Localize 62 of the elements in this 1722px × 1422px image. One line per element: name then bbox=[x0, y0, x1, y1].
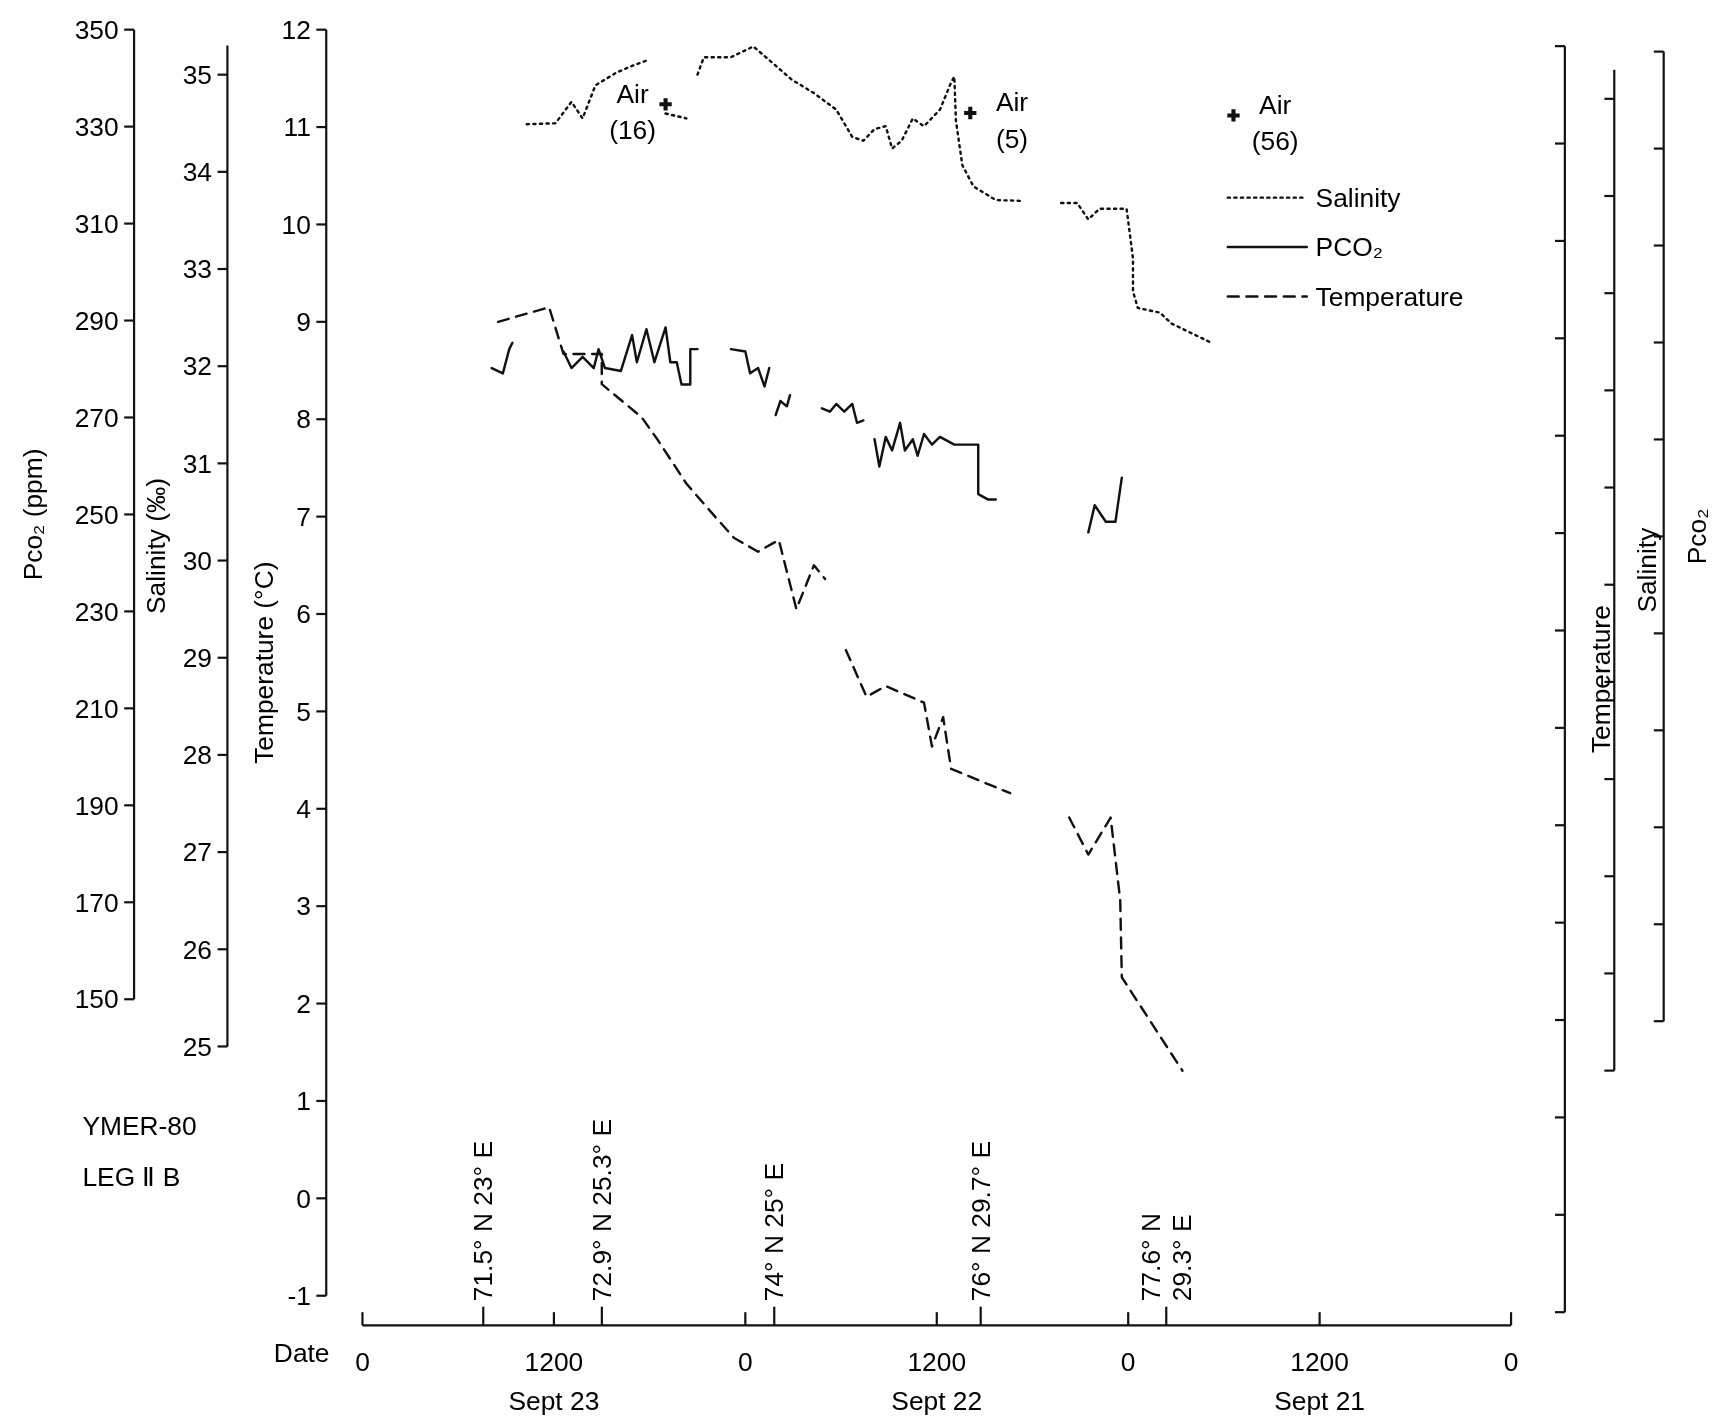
y3-tick-label: 29 bbox=[182, 642, 213, 673]
y-tick-label: 11 bbox=[283, 112, 311, 143]
text: Temperature bbox=[1586, 605, 1617, 754]
y-tick-label: 3 bbox=[296, 891, 311, 922]
y3-tick-label: 25 bbox=[182, 1031, 213, 1062]
legend-label: Temperature bbox=[1315, 281, 1464, 312]
text: YMER-80 LEG Ⅱ B bbox=[82, 1110, 197, 1193]
y-tick-label: 2 bbox=[296, 988, 311, 1019]
annotation: 77.6° N 29.3° E bbox=[1136, 1213, 1197, 1302]
y-tick-label: 9 bbox=[296, 307, 311, 338]
y-tick-label: 0 bbox=[296, 1183, 311, 1214]
y2-tick-label: 210 bbox=[74, 693, 119, 724]
y2-tick-label: 290 bbox=[74, 305, 119, 336]
text: Pco₂ bbox=[1681, 508, 1712, 565]
x-tick-label: 1200 Sept 22 bbox=[891, 1346, 983, 1417]
y-tick-label: 5 bbox=[296, 696, 311, 727]
annotation: 72.9° N 25.3° E bbox=[587, 1119, 618, 1302]
y2-tick-label: 150 bbox=[74, 984, 119, 1015]
y-axis-title: Temperature (°C) bbox=[248, 561, 279, 764]
y3-tick-label: 28 bbox=[182, 740, 213, 771]
annotation: Air (5) bbox=[995, 87, 1029, 154]
y2-tick-label: 330 bbox=[74, 111, 119, 142]
y3-tick-label: 34 bbox=[182, 157, 213, 188]
y3-tick-label: 30 bbox=[182, 545, 213, 576]
y2-tick-label: 270 bbox=[74, 402, 119, 433]
y3-tick-label: 33 bbox=[182, 254, 213, 285]
y3-tick-label: 26 bbox=[182, 934, 213, 965]
y2-tick-label: 350 bbox=[74, 14, 119, 45]
y2-tick-label: 310 bbox=[74, 208, 119, 239]
y2-tick-label: 230 bbox=[74, 596, 119, 627]
y3-tick-label: 27 bbox=[182, 837, 213, 868]
y3-axis-title: Salinity (‰) bbox=[141, 477, 172, 615]
y2-axis-title: Pco₂ (ppm) bbox=[18, 448, 49, 581]
x-tick-label: 0 bbox=[738, 1346, 753, 1377]
x-tick-label: 0 bbox=[1503, 1346, 1519, 1377]
x-tick-label: 0 bbox=[355, 1346, 370, 1377]
y-tick-label: 6 bbox=[296, 599, 311, 630]
y-tick-label: 12 bbox=[281, 14, 311, 45]
annotation: Air (16) bbox=[609, 78, 657, 145]
annotation: 76° N 29.7° E bbox=[965, 1141, 996, 1302]
y-tick-label: 4 bbox=[296, 794, 311, 825]
y2-tick-label: 170 bbox=[74, 887, 119, 918]
y2-tick-label: 190 bbox=[74, 790, 119, 821]
y2-tick-label: 250 bbox=[74, 499, 119, 530]
y3-tick-label: 35 bbox=[182, 59, 213, 90]
legend-label: Salinity bbox=[1315, 182, 1402, 213]
x-tick-label: 1200 Sept 23 bbox=[508, 1346, 600, 1417]
annotation: 74° N 25° E bbox=[759, 1162, 790, 1302]
text: Salinity bbox=[1632, 526, 1663, 613]
y-tick-label: 1 bbox=[296, 1086, 311, 1117]
legend-label: PCO₂ bbox=[1315, 232, 1383, 263]
x-tick-label: 1200 Sept 21 bbox=[1274, 1346, 1366, 1417]
annotation: Air (56) bbox=[1251, 89, 1299, 156]
y-tick-label: 10 bbox=[281, 209, 311, 240]
y-tick-label: -1 bbox=[287, 1280, 311, 1311]
x-axis-title: Date bbox=[273, 1338, 330, 1369]
annotation: 71.5° N 23° E bbox=[468, 1141, 499, 1302]
y3-tick-label: 31 bbox=[182, 448, 213, 479]
y3-tick-label: 32 bbox=[182, 351, 213, 382]
x-tick-label: 0 bbox=[1120, 1346, 1136, 1377]
y-tick-label: 8 bbox=[296, 404, 311, 435]
y-tick-label: 7 bbox=[296, 501, 311, 532]
